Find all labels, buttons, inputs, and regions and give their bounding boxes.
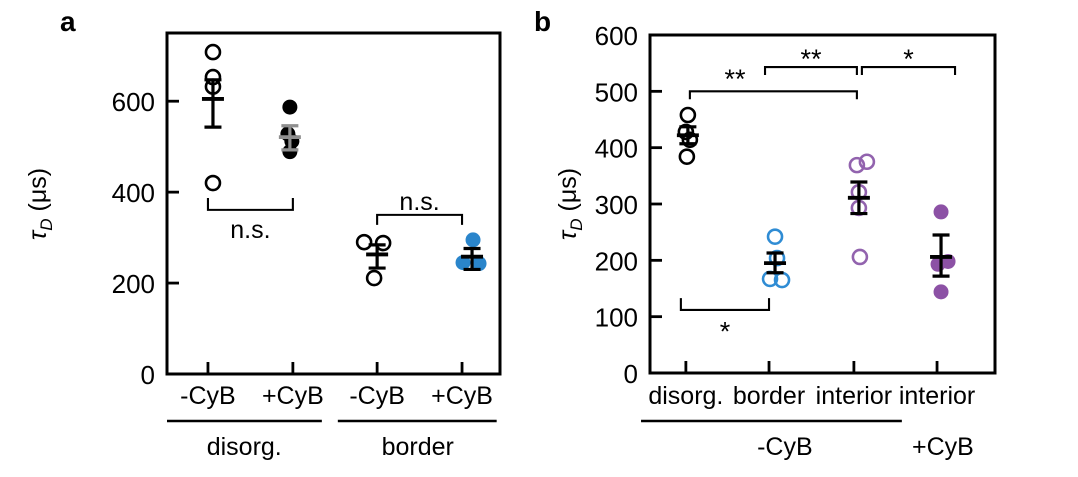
panel-b-data-point-open (858, 153, 876, 171)
panel-b-x-category-label: interior (899, 382, 975, 410)
panel-a-data-point-open (355, 233, 373, 251)
panel-b-data-point-filled (933, 204, 949, 220)
panel-a-label: a (60, 6, 76, 37)
tau-subscript: D (567, 218, 586, 231)
y-axis-unit: (μs) (554, 167, 582, 219)
panel-a-group-label: disorg. (207, 433, 282, 461)
panel-a-x-category-label: +CyB (262, 382, 324, 410)
panel-b-significance-label: ** (800, 44, 822, 74)
panel-b-y-tick-label: 200 (595, 246, 638, 276)
y-axis-unit: (μs) (24, 167, 52, 219)
panel-a-x-category-label: -CyB (180, 382, 236, 410)
panel-a-data-point-open (365, 269, 383, 287)
panel-a-x-category-label: +CyB (431, 382, 493, 410)
panel-a-data-point-filled (455, 255, 471, 271)
panel-a-x-category-label: -CyB (349, 382, 405, 410)
panel-b-significance-bracket (860, 66, 957, 75)
panel-a-significance-bracket (376, 213, 464, 225)
panel-b-significance-bracket (688, 90, 858, 100)
panel-b-y-tick-label: 600 (595, 21, 638, 51)
panel-a-y-tick-label: 200 (112, 269, 155, 299)
panel-a-data-point-filled (471, 256, 487, 272)
panel-b-data-point-open (851, 248, 869, 266)
y-axis-label-panel-a: τD (μs) (22, 134, 56, 274)
panel-b-data-point-filled (933, 284, 949, 300)
panel-a-significance-label: n.s. (230, 216, 270, 244)
panel-b-significance-label: * (903, 44, 914, 74)
panel-b-label: b (534, 6, 552, 37)
panel-b-data-point-open (677, 123, 695, 141)
panel-b-y-tick-label: 100 (595, 303, 638, 333)
tau-symbol: τ (554, 230, 582, 241)
tau-symbol: τ (24, 230, 52, 241)
panel-b-data-point-open (681, 131, 699, 149)
panel-a-data-point-filled (282, 99, 298, 115)
panel-b-x-category-label: interior (816, 382, 892, 410)
panel-a-data-point-open (204, 43, 222, 61)
panel-a-group-label: border (382, 433, 454, 461)
panel-b-y-tick-label: 500 (595, 77, 638, 107)
panel-b-significance-bracket (763, 66, 858, 75)
panel-b-significance-label: * (720, 316, 731, 346)
panel-b-y-tick-label: 0 (624, 359, 638, 389)
panel-b-data-point-open (679, 106, 697, 124)
panel-b-y-tick-label: 400 (595, 134, 638, 164)
panel-b-significance-bracket (679, 298, 771, 311)
panel-b-data-point-open (848, 156, 866, 174)
panel-a-y-tick-label: 400 (112, 178, 155, 208)
panel-b-data-point-open (678, 148, 696, 165)
y-axis-label-panel-b: τD (μs) (552, 134, 586, 274)
panel-b-group-label: +CyB (912, 433, 974, 461)
panel-b-data-point-open (766, 228, 784, 245)
panel-a-y-tick-label: 600 (112, 87, 155, 117)
panel-a-data-point-filled (465, 232, 481, 248)
panel-b-frame (648, 33, 997, 375)
panel-a-data-point-filled (282, 144, 298, 160)
panel-a-frame (165, 31, 502, 376)
panel-b-group-label: -CyB (757, 433, 813, 461)
panel-b-significance-label: ** (724, 64, 746, 94)
panel-a-significance-bracket (206, 198, 294, 211)
panel-b-x-category-label: border (733, 382, 805, 410)
panel-a-data-point-open (374, 234, 392, 252)
panel-b-y-tick-label: 300 (595, 190, 638, 220)
panel-a-data-point-open (204, 174, 222, 192)
panel-a-y-tick-label: 0 (141, 360, 155, 390)
tau-subscript: D (37, 218, 56, 231)
panel-b-data-point-open (768, 249, 786, 267)
panel-b-data-point-filled (930, 256, 946, 272)
panel-b-x-category-label: disorg. (648, 382, 723, 410)
panel-a-significance-label: n.s. (399, 188, 439, 216)
